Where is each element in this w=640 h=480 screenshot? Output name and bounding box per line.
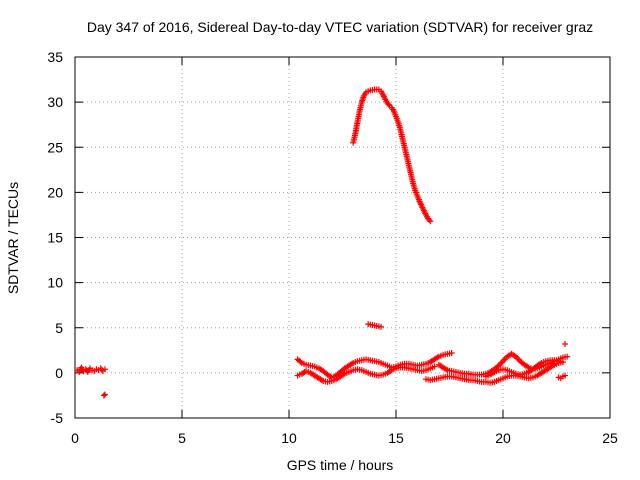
y-tick-label: 35 (47, 49, 63, 65)
y-tick-label: 20 (47, 184, 63, 200)
y-tick-label: 25 (47, 139, 63, 155)
series-afternoon-band-A (294, 350, 455, 381)
data-point (101, 366, 108, 373)
series-isolated-point (100, 391, 108, 399)
series-late-points (555, 340, 569, 382)
y-tick-label: 0 (55, 365, 63, 381)
series-large-arc (350, 86, 434, 225)
x-tick-label: 20 (495, 430, 511, 446)
data-point (564, 353, 571, 360)
y-axis-ticks: -5 0 5 10 15 20 25 30 35 (47, 49, 610, 426)
y-tick-label: 5 (55, 320, 63, 336)
y-tick-label: 10 (47, 275, 63, 291)
x-tick-label: 5 (178, 430, 186, 446)
x-axis-label: GPS time / hours (287, 457, 394, 473)
data-point (100, 392, 107, 399)
y-tick-label: 15 (47, 230, 63, 246)
data-point (559, 359, 566, 366)
series-evening-band-A (422, 359, 566, 386)
data-point (378, 323, 385, 330)
x-tick-label: 10 (281, 430, 297, 446)
y-axis-label: SDTVAR / TECUs (5, 182, 21, 294)
grid (75, 57, 610, 418)
x-axis-ticks: 0 5 10 15 20 25 (71, 57, 618, 446)
y-tick-label: -5 (51, 410, 64, 426)
data-point (101, 391, 108, 398)
x-tick-label: 25 (602, 430, 618, 446)
data-point (427, 218, 434, 225)
data-point (448, 350, 455, 357)
x-tick-label: 0 (71, 430, 79, 446)
series-afternoon-band-B (294, 363, 438, 385)
data-series (74, 86, 571, 399)
data-point (431, 363, 438, 370)
series-early-morning-cluster (74, 364, 108, 375)
data-point (385, 101, 392, 108)
series-evening-band-C (482, 357, 566, 380)
data-point (562, 340, 569, 347)
series-small-blip (365, 321, 385, 330)
x-tick-label: 15 (388, 430, 404, 446)
y-tick-label: 30 (47, 94, 63, 110)
data-point (426, 216, 433, 223)
chart-title: Day 347 of 2016, Sidereal Day-to-day VTE… (87, 19, 593, 35)
data-point (562, 372, 569, 379)
